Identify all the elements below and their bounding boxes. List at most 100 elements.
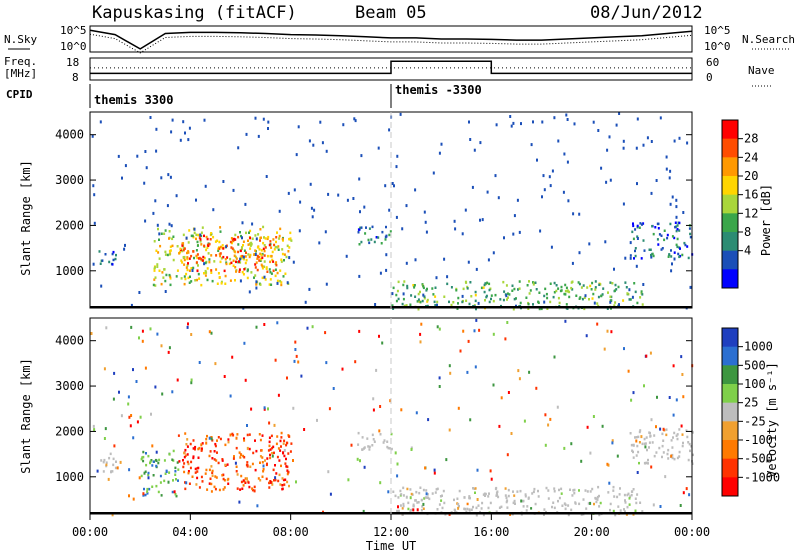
range-cell: [253, 485, 256, 489]
range-cell: [476, 468, 479, 472]
range-cell: [655, 179, 658, 182]
freq-label-line1: Freq.: [4, 55, 37, 68]
range-cell: [306, 326, 309, 330]
range-cell: [188, 269, 191, 272]
range-cell: [563, 152, 566, 156]
range-cell: [194, 448, 196, 451]
range-cell: [441, 494, 443, 497]
range-cell: [280, 258, 283, 261]
y-tick-label: 4000: [55, 334, 84, 348]
range-cell: [195, 249, 198, 252]
range-cell: [201, 442, 204, 445]
range-cell: [194, 471, 197, 474]
range-cell: [541, 195, 543, 199]
range-cell: [406, 286, 409, 290]
range-cell: [231, 241, 233, 245]
range-cell: [164, 253, 167, 256]
range-cell: [513, 297, 516, 301]
range-cell: [188, 229, 191, 232]
range-cell: [667, 457, 670, 460]
range-cell: [155, 464, 158, 468]
range-cell: [279, 279, 282, 283]
range-cell: [401, 302, 404, 306]
range-cell: [184, 448, 187, 452]
range-cell: [436, 508, 439, 511]
range-cell: [688, 442, 691, 446]
range-cell: [171, 490, 174, 494]
range-cell: [274, 245, 277, 249]
range-cell: [216, 439, 218, 442]
colorbar-tick-label: 20: [744, 169, 758, 183]
range-cell: [144, 366, 147, 370]
range-cell: [231, 355, 234, 359]
range-cell: [297, 125, 300, 129]
range-cell: [583, 307, 586, 311]
range-cell: [377, 146, 380, 150]
range-cell: [138, 291, 141, 294]
range-cell: [183, 258, 186, 262]
range-cell: [422, 488, 425, 492]
station-title: Kapuskasing (fitACF): [92, 3, 297, 23]
range-cell: [228, 262, 231, 266]
range-cell: [689, 235, 692, 239]
range-cell: [269, 271, 272, 274]
range-cell: [278, 459, 281, 462]
range-cell: [281, 252, 284, 256]
range-cell: [205, 468, 208, 472]
range-cell: [142, 459, 145, 463]
range-cell: [580, 459, 583, 463]
range-cell: [506, 298, 508, 301]
range-cell: [253, 489, 256, 493]
range-cell: [589, 490, 592, 493]
range-cell: [557, 139, 560, 143]
range-cell: [617, 285, 620, 289]
range-cell: [279, 483, 282, 486]
range-cell: [675, 243, 678, 247]
range-cell: [566, 118, 569, 121]
range-cell: [203, 244, 206, 248]
range-cell: [618, 112, 621, 115]
range-cell: [636, 471, 639, 474]
range-cell: [686, 245, 689, 248]
range-cell: [278, 473, 281, 477]
range-cell: [393, 184, 395, 188]
range-cell: [205, 248, 208, 252]
range-cell: [629, 495, 632, 498]
range-cell: [441, 506, 444, 510]
range-cell: [657, 243, 660, 246]
range-cell: [144, 493, 147, 497]
range-cell: [611, 441, 614, 445]
range-cell: [222, 488, 225, 491]
range-cell: [187, 276, 190, 280]
range-cell: [268, 486, 271, 489]
range-cell: [231, 432, 234, 436]
range-cell: [650, 191, 653, 195]
range-cell: [225, 262, 228, 266]
range-cell: [468, 120, 470, 124]
range-cell: [552, 501, 555, 504]
range-cell: [195, 254, 198, 258]
range-cell: [434, 304, 437, 307]
range-cell: [151, 464, 154, 467]
range-cell: [516, 490, 519, 493]
range-cell: [189, 466, 192, 470]
range-cell: [141, 339, 144, 343]
range-cell: [532, 283, 535, 286]
range-cell: [234, 238, 237, 241]
range-cell: [192, 455, 195, 458]
range-cell: [549, 282, 552, 285]
range-cell: [145, 166, 148, 170]
range-cell: [276, 279, 279, 283]
range-cell: [668, 396, 671, 399]
range-cell: [100, 284, 103, 288]
range-cell: [583, 296, 586, 299]
range-cell: [538, 307, 541, 311]
range-cell: [387, 446, 390, 450]
range-cell: [318, 241, 321, 245]
range-cell: [276, 435, 279, 438]
range-cell: [611, 439, 614, 443]
range-cell: [183, 275, 186, 278]
range-cell: [161, 271, 164, 274]
range-cell: [384, 184, 387, 188]
